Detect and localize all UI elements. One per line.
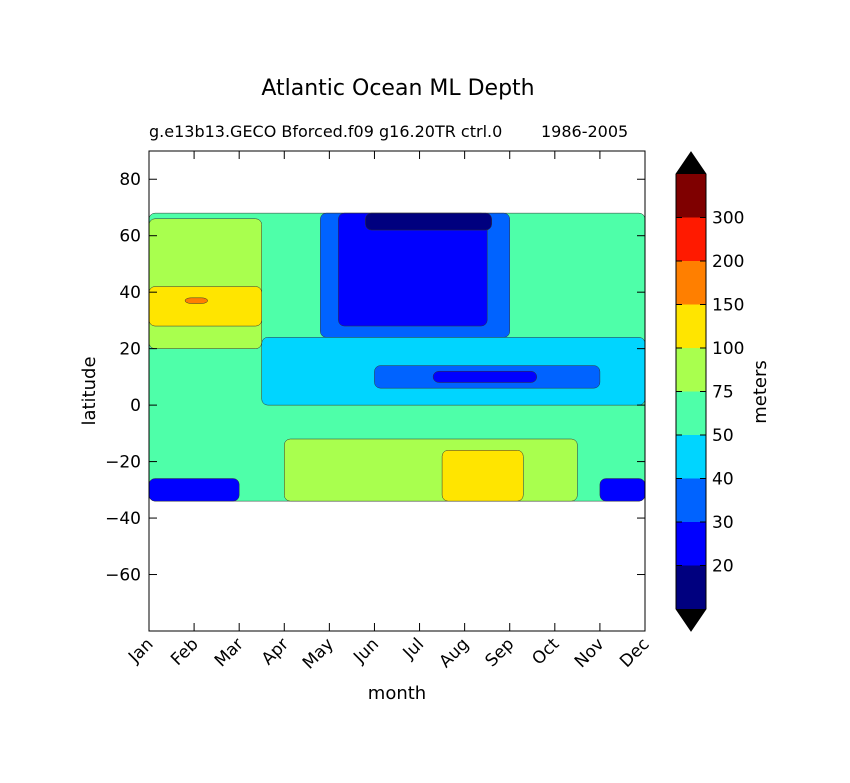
colorbar-tick-label: 30 bbox=[712, 513, 734, 533]
contour-region-1 bbox=[149, 218, 262, 349]
y-tick-label: 80 bbox=[119, 170, 141, 190]
colorbar-segment bbox=[676, 478, 706, 522]
colorbar-tick-label: 100 bbox=[712, 339, 744, 359]
chart-subtitle-years: 1986-2005 bbox=[541, 122, 629, 141]
colorbar-label: meters bbox=[750, 360, 771, 424]
x-tick-label: Apr bbox=[258, 634, 293, 669]
chart-subtitle-case: g.e13b13.GECO Bforced.f09 g16.20TR ctrl.… bbox=[149, 122, 503, 141]
y-tick-label: 0 bbox=[130, 396, 141, 416]
colorbar-segment bbox=[676, 435, 706, 479]
y-axis-label: latitude bbox=[79, 356, 100, 425]
colorbar-segment bbox=[676, 217, 706, 261]
x-tick-label: Sep bbox=[481, 634, 518, 671]
x-tick-label: Nov bbox=[571, 634, 609, 672]
contour-region-9 bbox=[432, 370, 538, 383]
x-tick-label: Jul bbox=[399, 634, 428, 663]
colorbar-tick-label: 300 bbox=[712, 209, 744, 229]
contour-region-3 bbox=[184, 297, 208, 304]
x-tick-label: Dec bbox=[616, 634, 653, 671]
x-tick-label: May bbox=[299, 634, 338, 673]
chart-title: Atlantic Ocean ML Depth bbox=[261, 76, 535, 101]
y-tick-label: 40 bbox=[119, 283, 141, 303]
colorbar-tick-label: 50 bbox=[712, 426, 734, 446]
contour-region-11 bbox=[441, 450, 524, 502]
y-tick-label: 60 bbox=[119, 227, 141, 247]
y-tick-label: 20 bbox=[119, 340, 141, 360]
colorbar-segment bbox=[676, 261, 706, 305]
colorbar-extend-min bbox=[676, 609, 706, 631]
x-tick-label: Jun bbox=[349, 634, 383, 668]
colorbar-segment bbox=[676, 522, 706, 566]
x-tick-label: Jan bbox=[124, 634, 157, 667]
colorbar-segment bbox=[676, 304, 706, 348]
plot-frame bbox=[148, 150, 646, 632]
contour-region-12 bbox=[149, 478, 240, 502]
x-tick-label: Aug bbox=[436, 634, 474, 672]
contour-region-13 bbox=[599, 478, 645, 502]
contour-field bbox=[149, 212, 645, 502]
colorbar-tick-label: 40 bbox=[712, 470, 734, 490]
y-axis: 80 60 40 20 0 −20 −40 −60 bbox=[105, 170, 645, 586]
colorbar-extend-max bbox=[676, 152, 706, 174]
colorbar-tick-label: 200 bbox=[712, 252, 744, 272]
y-tick-label: −40 bbox=[105, 509, 141, 529]
x-axis-label: month bbox=[368, 683, 426, 704]
x-tick-label: Feb bbox=[167, 634, 202, 669]
colorbar-outline bbox=[675, 151, 707, 632]
colorbar-tick-label: 150 bbox=[712, 296, 744, 316]
colorbar: 20 30 40 50 75 100 150 200 300 bbox=[675, 151, 744, 632]
contour-region-10 bbox=[284, 438, 578, 502]
x-tick-label: Oct bbox=[528, 634, 563, 669]
contour-region-6 bbox=[365, 212, 492, 231]
y-tick-label: −60 bbox=[105, 566, 141, 586]
colorbar-segment bbox=[676, 391, 706, 435]
colorbar-segment bbox=[676, 174, 706, 218]
contour-region-2 bbox=[149, 286, 262, 327]
colorbar-tick-label: 75 bbox=[712, 383, 734, 403]
colorbar-tick-label: 20 bbox=[712, 557, 734, 577]
colorbar-segment bbox=[676, 348, 706, 392]
colorbar-segment bbox=[676, 565, 706, 609]
y-tick-label: −20 bbox=[105, 453, 141, 473]
x-tick-label: Mar bbox=[211, 634, 248, 671]
